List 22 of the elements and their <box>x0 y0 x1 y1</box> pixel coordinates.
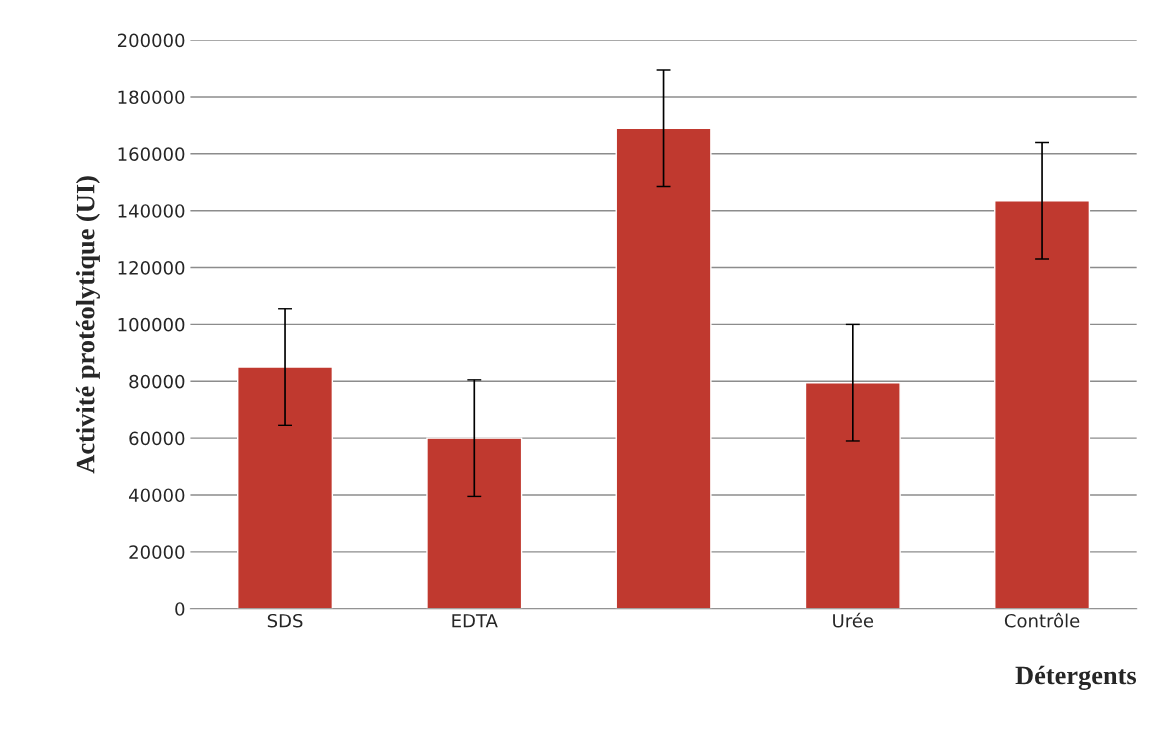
y-tick-label: 60000 <box>129 431 185 446</box>
y-tick-label: 40000 <box>128 488 185 503</box>
bar <box>994 200 1091 609</box>
y-tick-label: 180000 <box>118 90 185 105</box>
y-tick-label: 0 <box>175 602 185 616</box>
bar <box>237 366 334 609</box>
y-tick-label: 200000 <box>117 33 185 48</box>
y-tick-label: 80000 <box>129 374 185 389</box>
bar <box>426 437 523 609</box>
y-tick-label: 100000 <box>118 317 185 332</box>
y-tick-label: 160000 <box>118 147 185 161</box>
y-tick-label: 140000 <box>118 204 185 218</box>
bar <box>804 381 901 609</box>
x-tick-label: EDTA <box>452 614 498 628</box>
x-axis-title: Détergents <box>1015 665 1137 690</box>
x-tick-label: Urée <box>833 612 874 628</box>
y-axis-title: Activité protéolytique (UI) <box>75 176 100 474</box>
x-tick-label: Contrôle <box>1004 612 1080 628</box>
bar <box>615 127 712 609</box>
y-tick-label: 20000 <box>129 545 185 559</box>
y-tick-label: 120000 <box>118 261 185 275</box>
x-tick-label: SDS <box>267 613 303 628</box>
